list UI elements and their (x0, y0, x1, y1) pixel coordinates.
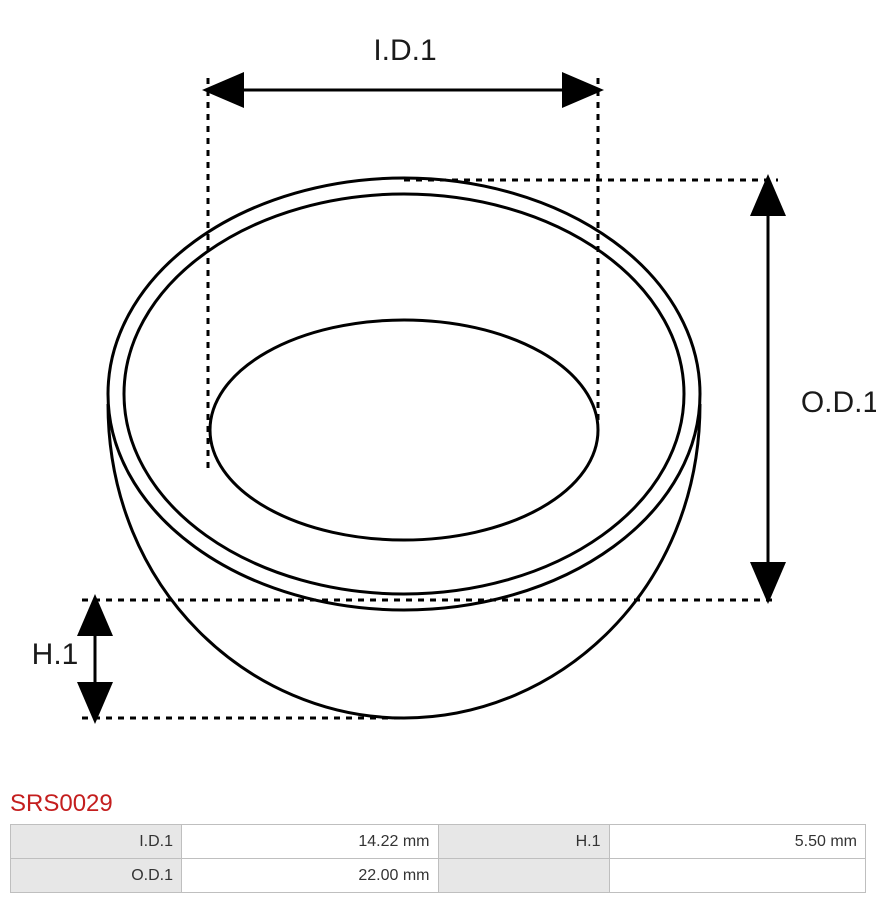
spec-value: 5.50 mm (609, 825, 866, 859)
dimension-diagram: I.D.1 O.D.1 H.1 (0, 0, 876, 790)
product-code: SRS0029 (0, 790, 876, 824)
label-id1: I.D.1 (373, 34, 436, 67)
spec-label: I.D.1 (11, 825, 182, 859)
spec-table: I.D.1 14.22 mm H.1 5.50 mm O.D.1 22.00 m… (10, 824, 866, 893)
spec-value: 14.22 mm (182, 825, 439, 859)
label-od1: O.D.1 (801, 386, 876, 419)
spec-label: H.1 (438, 825, 609, 859)
spec-value (609, 859, 866, 893)
spec-label: O.D.1 (11, 859, 182, 893)
table-row: O.D.1 22.00 mm (11, 859, 866, 893)
spec-label (438, 859, 609, 893)
spec-value: 22.00 mm (182, 859, 439, 893)
label-h1: H.1 (32, 638, 79, 671)
table-row: I.D.1 14.22 mm H.1 5.50 mm (11, 825, 866, 859)
